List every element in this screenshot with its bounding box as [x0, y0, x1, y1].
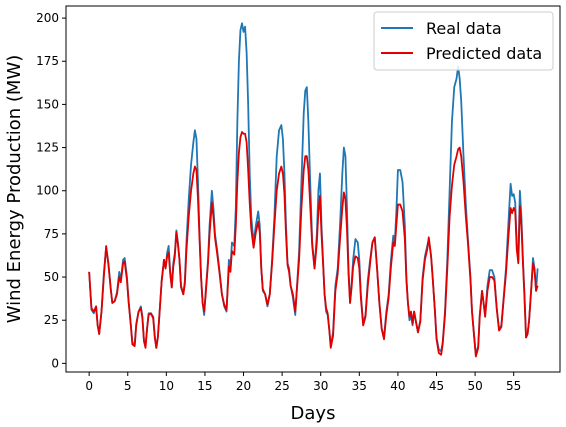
x-tick-label: 20 — [236, 379, 251, 393]
y-tick-label: 0 — [51, 356, 59, 370]
y-axis: 0 25 50 75 100 125 150 175 200 — [36, 11, 66, 370]
x-tick-label: 40 — [390, 379, 405, 393]
x-tick-label: 30 — [313, 379, 328, 393]
x-tick-label: 15 — [197, 379, 212, 393]
y-tick-label: 175 — [36, 54, 59, 68]
y-tick-label: 125 — [36, 141, 59, 155]
x-tick-label: 25 — [274, 379, 289, 393]
y-tick-label: 50 — [44, 270, 59, 284]
x-tick-label: 5 — [124, 379, 132, 393]
x-axis: 0 5 10 15 20 25 30 35 40 45 50 55 — [85, 372, 521, 393]
x-tick-label: 50 — [467, 379, 482, 393]
x-tick-label: 55 — [506, 379, 521, 393]
y-tick-label: 150 — [36, 97, 59, 111]
legend-box — [373, 11, 554, 71]
series-line-predicted — [88, 131, 539, 358]
y-tick-label: 100 — [36, 184, 59, 198]
plot-lines — [88, 22, 539, 358]
y-tick-label: 75 — [44, 227, 59, 241]
x-tick-label: 45 — [429, 379, 444, 393]
x-tick-label: 0 — [85, 379, 93, 393]
series-line-real — [88, 22, 539, 356]
legend-label-predicted: Predicted data — [426, 44, 542, 63]
x-axis-label: Days — [291, 403, 336, 424]
plot-frame — [65, 5, 561, 373]
legend: Real data Predicted data — [373, 11, 554, 71]
y-tick-label: 200 — [36, 11, 59, 25]
y-tick-label: 25 — [44, 313, 59, 327]
x-tick-label: 35 — [352, 379, 367, 393]
x-tick-label: 10 — [159, 379, 174, 393]
y-axis-label: Wind Energy Production (MW) — [4, 55, 25, 324]
legend-label-real: Real data — [426, 19, 502, 38]
